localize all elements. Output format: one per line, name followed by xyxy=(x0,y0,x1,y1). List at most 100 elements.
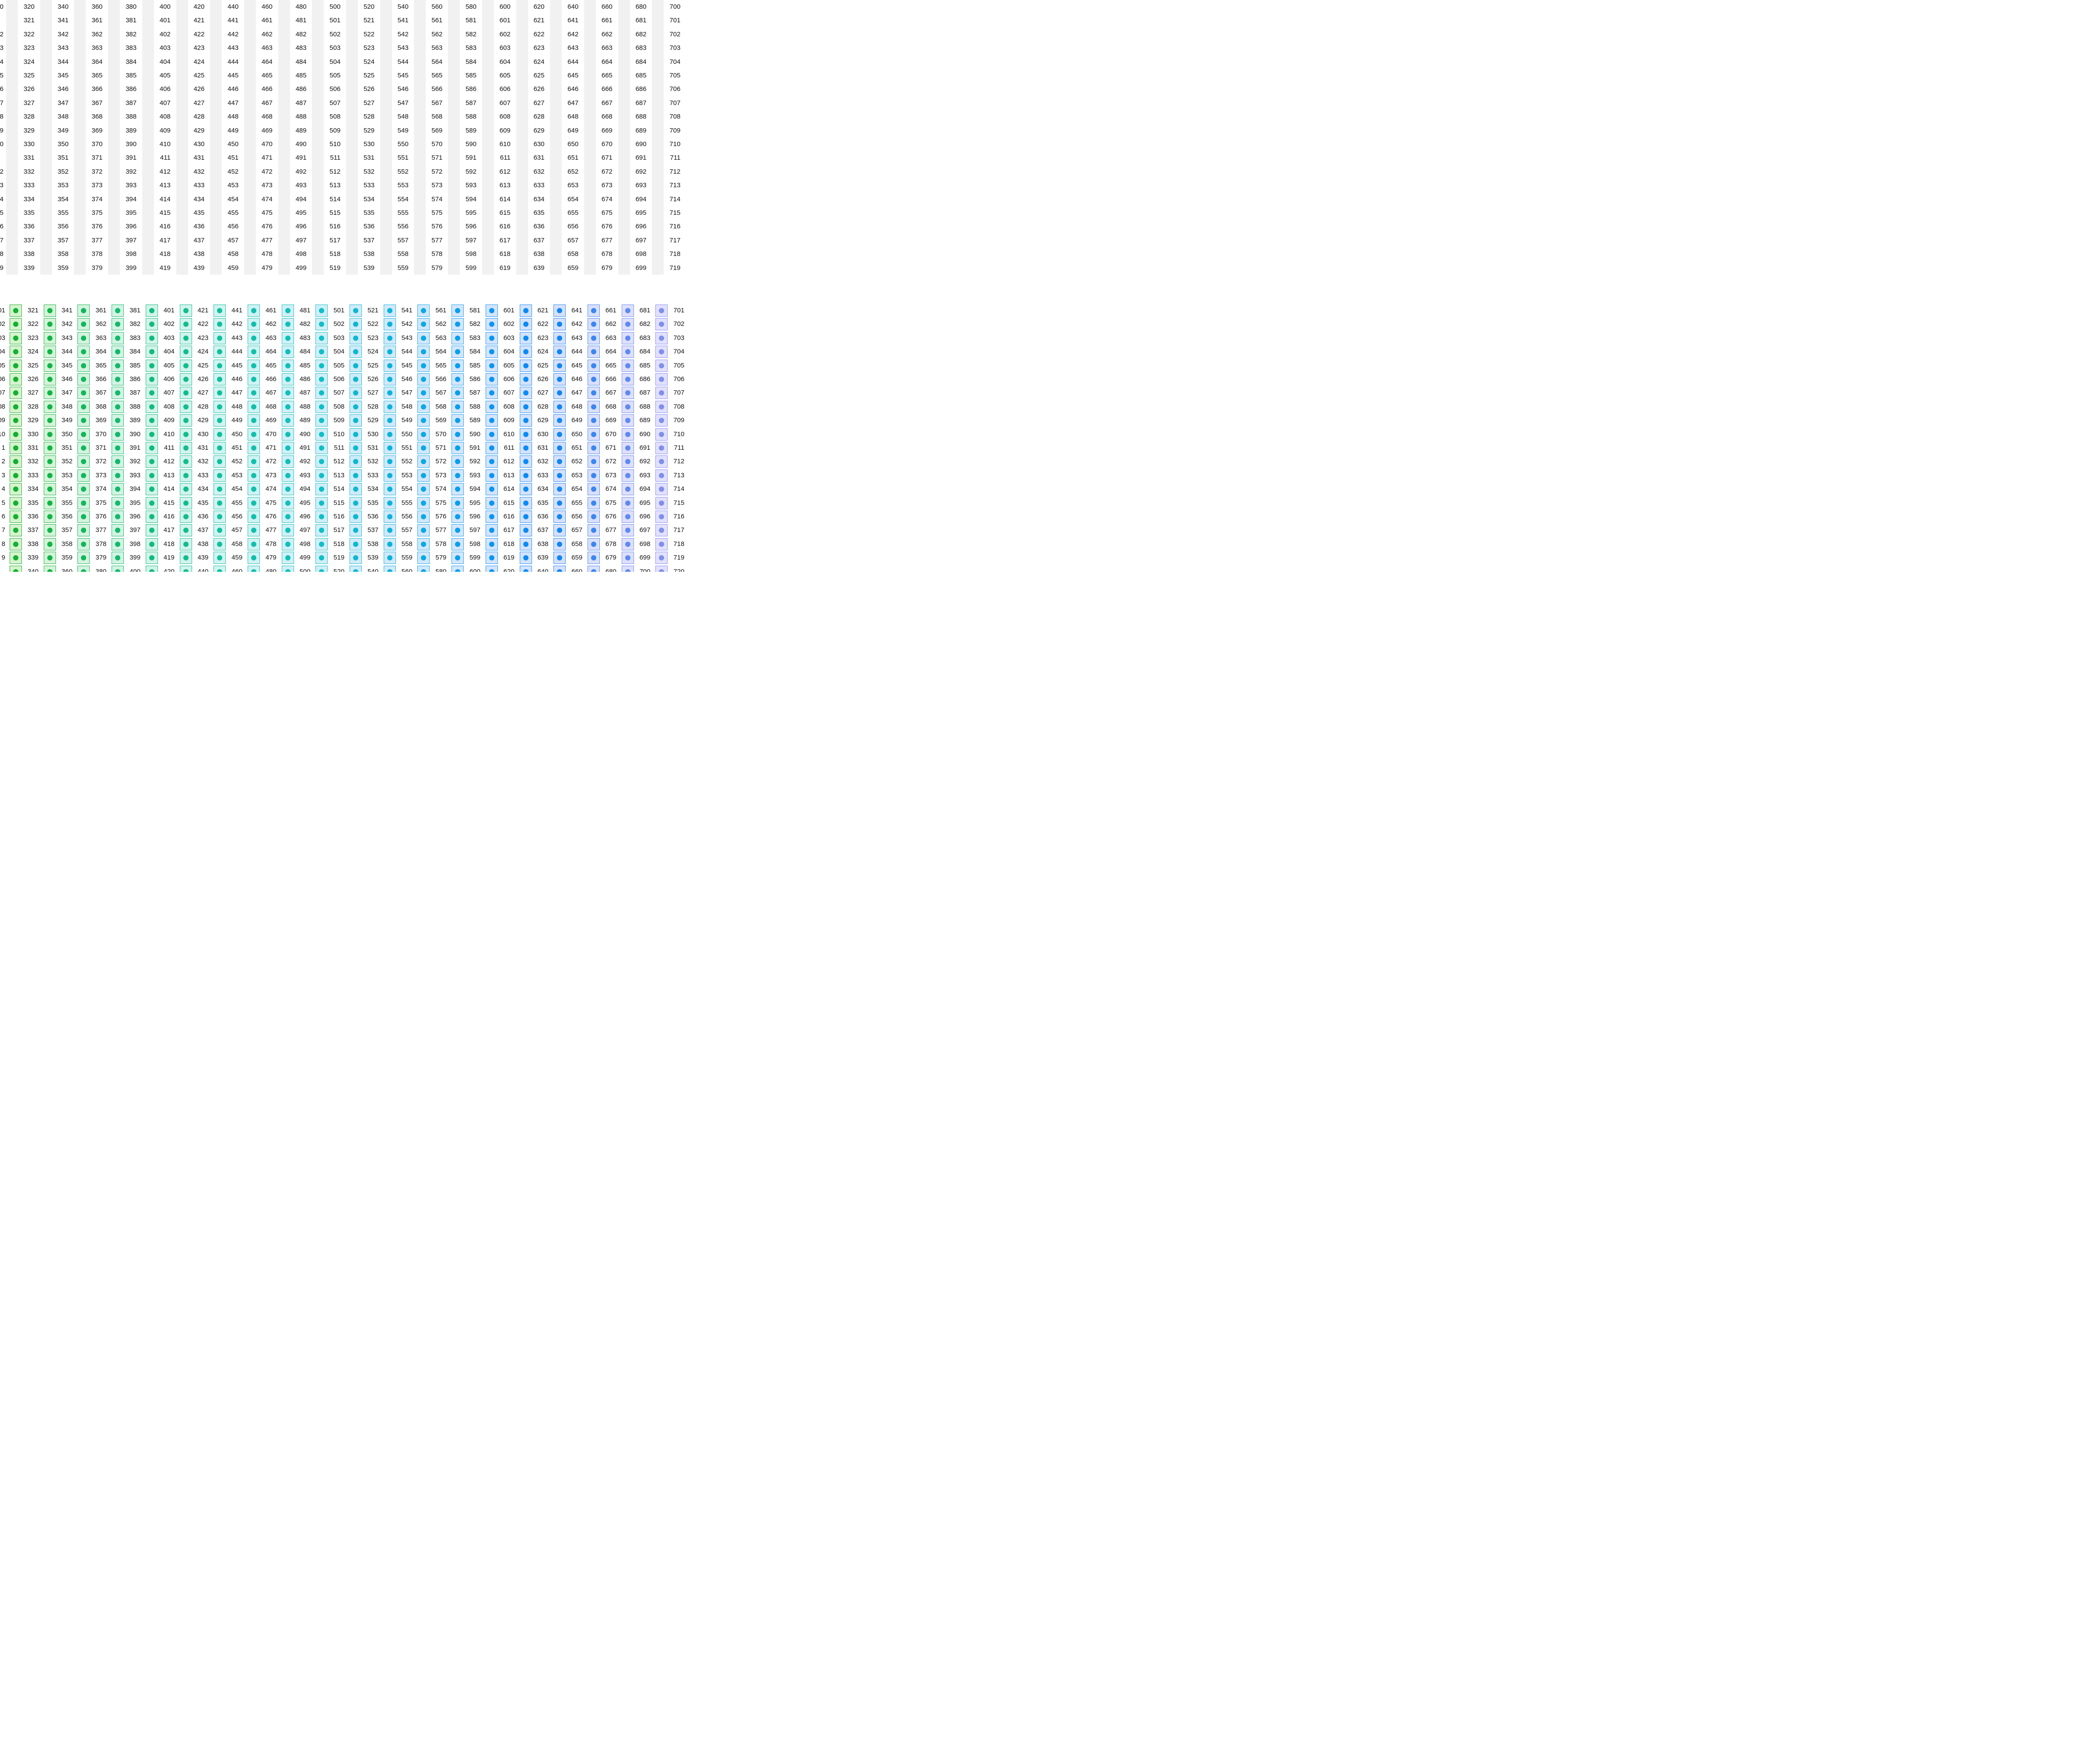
status-checkbox[interactable] xyxy=(553,318,566,331)
status-checkbox[interactable] xyxy=(519,497,532,509)
status-checkbox[interactable] xyxy=(587,359,600,372)
status-checkbox[interactable] xyxy=(655,511,668,523)
status-checkbox[interactable] xyxy=(315,332,328,344)
status-checkbox[interactable] xyxy=(43,442,56,454)
status-checkbox[interactable] xyxy=(112,455,124,468)
status-checkbox[interactable] xyxy=(621,304,634,317)
status-checkbox[interactable] xyxy=(10,400,22,413)
status-checkbox[interactable] xyxy=(112,428,124,441)
status-checkbox[interactable] xyxy=(350,455,362,468)
status-checkbox[interactable] xyxy=(112,346,124,358)
status-checkbox[interactable] xyxy=(383,304,396,317)
status-checkbox[interactable] xyxy=(383,469,396,482)
status-checkbox[interactable] xyxy=(417,332,430,344)
status-checkbox[interactable] xyxy=(145,387,158,399)
status-checkbox[interactable] xyxy=(281,524,294,537)
status-checkbox[interactable] xyxy=(179,318,192,331)
status-checkbox[interactable] xyxy=(112,524,124,537)
status-checkbox[interactable] xyxy=(315,359,328,372)
status-checkbox[interactable] xyxy=(485,428,498,441)
status-checkbox[interactable] xyxy=(10,538,22,550)
status-checkbox[interactable] xyxy=(587,373,600,385)
status-checkbox[interactable] xyxy=(179,565,192,572)
status-checkbox[interactable] xyxy=(655,359,668,372)
status-checkbox[interactable] xyxy=(553,565,566,572)
status-checkbox[interactable] xyxy=(621,387,634,399)
status-checkbox[interactable] xyxy=(77,455,90,468)
status-checkbox[interactable] xyxy=(315,455,328,468)
status-checkbox[interactable] xyxy=(417,428,430,441)
status-checkbox[interactable] xyxy=(519,428,532,441)
status-checkbox[interactable] xyxy=(10,497,22,509)
status-checkbox[interactable] xyxy=(43,400,56,413)
status-checkbox[interactable] xyxy=(179,497,192,509)
status-checkbox[interactable] xyxy=(10,387,22,399)
status-checkbox[interactable] xyxy=(145,318,158,331)
status-checkbox[interactable] xyxy=(179,455,192,468)
status-checkbox[interactable] xyxy=(43,538,56,550)
status-checkbox[interactable] xyxy=(315,414,328,427)
status-checkbox[interactable] xyxy=(214,538,226,550)
status-checkbox[interactable] xyxy=(383,565,396,572)
status-checkbox[interactable] xyxy=(621,373,634,385)
status-checkbox[interactable] xyxy=(519,552,532,564)
status-checkbox[interactable] xyxy=(519,332,532,344)
status-checkbox[interactable] xyxy=(350,524,362,537)
status-checkbox[interactable] xyxy=(587,511,600,523)
status-checkbox[interactable] xyxy=(281,552,294,564)
status-checkbox[interactable] xyxy=(281,373,294,385)
status-checkbox[interactable] xyxy=(350,332,362,344)
status-checkbox[interactable] xyxy=(112,387,124,399)
status-checkbox[interactable] xyxy=(621,497,634,509)
status-checkbox[interactable] xyxy=(112,497,124,509)
status-checkbox[interactable] xyxy=(383,483,396,496)
status-checkbox[interactable] xyxy=(621,442,634,454)
status-checkbox[interactable] xyxy=(77,400,90,413)
status-checkbox[interactable] xyxy=(214,455,226,468)
status-checkbox[interactable] xyxy=(77,469,90,482)
status-checkbox[interactable] xyxy=(417,400,430,413)
status-checkbox[interactable] xyxy=(587,428,600,441)
status-checkbox[interactable] xyxy=(247,483,260,496)
status-checkbox[interactable] xyxy=(587,538,600,550)
status-checkbox[interactable] xyxy=(655,538,668,550)
status-checkbox[interactable] xyxy=(485,552,498,564)
status-checkbox[interactable] xyxy=(10,442,22,454)
status-checkbox[interactable] xyxy=(485,511,498,523)
status-checkbox[interactable] xyxy=(452,552,464,564)
status-checkbox[interactable] xyxy=(621,524,634,537)
status-checkbox[interactable] xyxy=(43,318,56,331)
status-checkbox[interactable] xyxy=(112,359,124,372)
status-checkbox[interactable] xyxy=(587,552,600,564)
status-checkbox[interactable] xyxy=(43,565,56,572)
status-checkbox[interactable] xyxy=(43,428,56,441)
status-checkbox[interactable] xyxy=(247,511,260,523)
status-checkbox[interactable] xyxy=(350,442,362,454)
status-checkbox[interactable] xyxy=(214,359,226,372)
status-checkbox[interactable] xyxy=(179,332,192,344)
status-checkbox[interactable] xyxy=(77,318,90,331)
status-checkbox[interactable] xyxy=(383,524,396,537)
status-checkbox[interactable] xyxy=(145,346,158,358)
status-checkbox[interactable] xyxy=(315,511,328,523)
status-checkbox[interactable] xyxy=(10,511,22,523)
status-checkbox[interactable] xyxy=(519,414,532,427)
status-checkbox[interactable] xyxy=(621,483,634,496)
status-checkbox[interactable] xyxy=(214,346,226,358)
status-checkbox[interactable] xyxy=(315,469,328,482)
status-checkbox[interactable] xyxy=(247,428,260,441)
status-checkbox[interactable] xyxy=(417,359,430,372)
status-checkbox[interactable] xyxy=(655,414,668,427)
status-checkbox[interactable] xyxy=(452,483,464,496)
status-checkbox[interactable] xyxy=(587,304,600,317)
status-checkbox[interactable] xyxy=(77,414,90,427)
status-checkbox[interactable] xyxy=(214,332,226,344)
status-checkbox[interactable] xyxy=(247,414,260,427)
status-checkbox[interactable] xyxy=(452,455,464,468)
status-checkbox[interactable] xyxy=(179,428,192,441)
status-checkbox[interactable] xyxy=(179,538,192,550)
status-checkbox[interactable] xyxy=(383,414,396,427)
status-checkbox[interactable] xyxy=(77,332,90,344)
status-checkbox[interactable] xyxy=(519,511,532,523)
status-checkbox[interactable] xyxy=(77,511,90,523)
